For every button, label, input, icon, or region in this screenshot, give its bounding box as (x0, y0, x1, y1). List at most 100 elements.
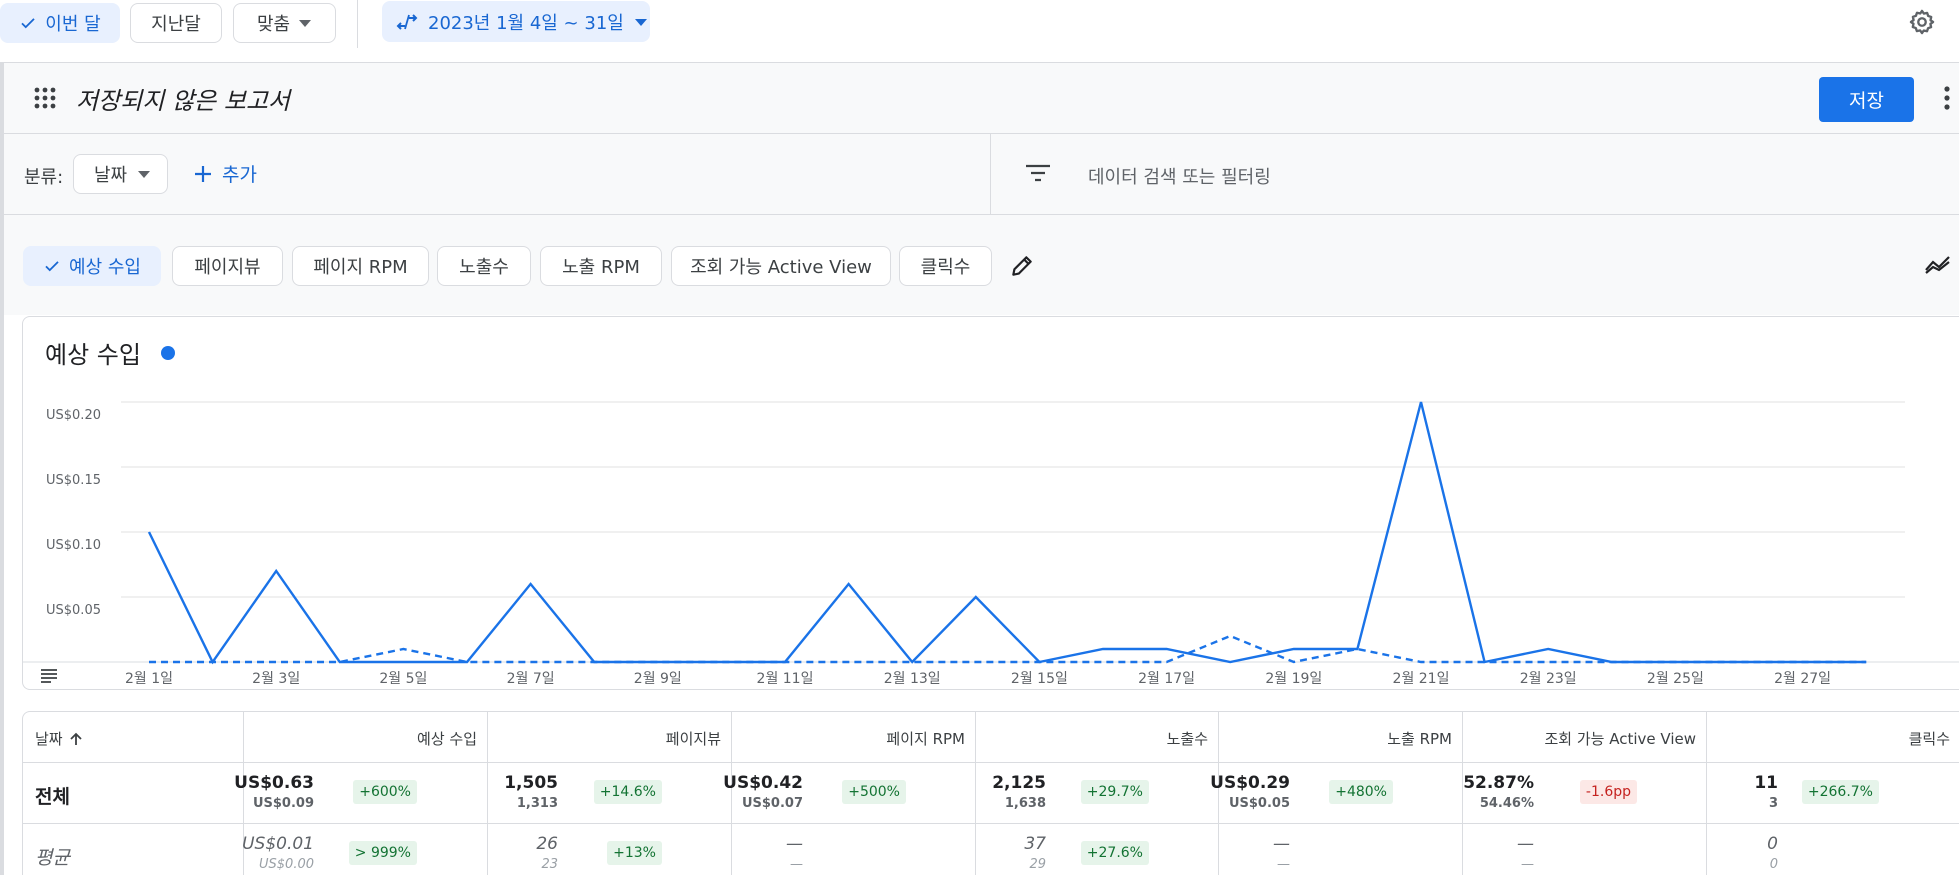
table-cell: 52.87% 54.46% -1.6pp (1463, 763, 1707, 823)
table-cell: 26 23 +13% (488, 824, 732, 875)
filter-bar: 분류: 날짜 추가 데이터 검색 또는 필터링 (4, 134, 1959, 215)
row-label-cell: 전체 (23, 763, 244, 823)
check-icon (21, 18, 35, 29)
column-header-label: 페이지뷰 (666, 728, 721, 749)
x-tick-label: 2월 3일 (252, 671, 300, 687)
metric-chip-impressions[interactable]: 노출수 (437, 246, 531, 286)
x-tick-label: 2월 9일 (634, 671, 682, 687)
date-range-picker[interactable]: 2023년 1월 4일 ~ 31일 (382, 1, 650, 42)
change-badge: +500% (842, 780, 906, 804)
save-button[interactable]: 저장 (1819, 77, 1914, 122)
table-cell: US$0.63 US$0.09 +600% (234, 763, 488, 823)
sort-arrow-up-icon[interactable] (69, 732, 83, 746)
current-value: 52.87% (1463, 773, 1534, 793)
more-vert-icon[interactable] (1942, 85, 1952, 111)
gear-icon[interactable] (1908, 8, 1936, 36)
x-tick-label: 2월 11일 (757, 671, 814, 687)
total-label: 전체 (35, 786, 70, 808)
current-value: — (1273, 834, 1290, 854)
x-tick-label: 2월 23일 (1520, 671, 1577, 687)
metric-chip-label: 조회 가능 Active View (690, 257, 872, 278)
metric-chips-bar: 예상 수입 페이지뷰 페이지 RPM 노출수 노출 RPM 조회 가능 Acti… (4, 215, 1959, 315)
previous-value: US$0.00 (259, 857, 314, 872)
column-header-label: 조회 가능 Active View (1545, 728, 1697, 749)
previous-value: 23 (541, 857, 558, 872)
column-header[interactable]: 날짜 (23, 712, 244, 762)
column-header-label: 예상 수입 (417, 728, 477, 749)
apps-grid-icon[interactable] (34, 87, 56, 109)
column-header-label: 날짜 (35, 728, 83, 749)
column-header[interactable]: 클릭수 (1707, 712, 1959, 762)
metric-chip-label: 페이지 RPM (313, 257, 408, 278)
metric-chip-page-rpm[interactable]: 페이지 RPM (292, 246, 429, 286)
filter-divider (990, 134, 991, 215)
column-header[interactable]: 노출 RPM (1219, 712, 1463, 762)
table-cell: US$0.42 US$0.07 +500% (723, 763, 976, 823)
column-header[interactable]: 페이지뷰 (488, 712, 732, 762)
filter-icon[interactable] (1025, 163, 1051, 183)
compare-trend-icon[interactable] (1924, 253, 1952, 275)
custom-range-label: 맞춤 (256, 14, 291, 35)
current-value: 0 (1767, 834, 1778, 854)
table-cell: 2,125 1,638 +29.7% (976, 763, 1219, 823)
current-value: 1,505 (504, 773, 558, 793)
chart-menu-icon[interactable] (40, 668, 58, 684)
metric-chip-active-view[interactable]: 조회 가능 Active View (671, 246, 891, 286)
metric-chip-label: 노출수 (459, 257, 509, 278)
caret-down-icon (634, 18, 647, 26)
x-tick-label: 2월 25일 (1647, 671, 1704, 687)
current-value: US$0.01 (242, 834, 314, 854)
metric-chip-pageviews[interactable]: 페이지뷰 (172, 246, 283, 286)
metric-chip-estimated-earnings[interactable]: 예상 수입 (23, 246, 161, 286)
breakdown-dropdown[interactable]: 날짜 (73, 154, 168, 194)
table-cell: 1,505 1,313 +14.6% (488, 763, 732, 823)
custom-range-dropdown[interactable]: 맞춤 (233, 3, 336, 43)
search-filter-input[interactable]: 데이터 검색 또는 필터링 (1088, 167, 1271, 188)
table-cell: — — (1463, 824, 1707, 875)
table-cell: 37 29 +27.6% (976, 824, 1219, 875)
column-header[interactable]: 예상 수입 (244, 712, 488, 762)
column-header-text: 조회 가능 Active View (1544, 730, 1697, 748)
caret-down-icon (299, 20, 312, 27)
this-month-chip[interactable]: 이번 달 (0, 3, 120, 43)
previous-value: US$0.09 (252, 796, 314, 811)
x-tick-label: 2월 7일 (507, 671, 555, 687)
breakdown-label: 분류: (24, 167, 64, 188)
current-value: US$0.42 (723, 773, 803, 793)
previous-value: 29 (1029, 857, 1046, 872)
x-tick-label: 2월 13일 (884, 671, 941, 687)
report-title[interactable]: 저장되지 않은 보고서 (76, 87, 290, 115)
last-month-chip[interactable]: 지난달 (130, 3, 222, 43)
last-month-label: 지난달 (151, 14, 201, 35)
breakdown-value: 날짜 (94, 165, 128, 186)
metric-chip-label: 예상 수입 (69, 257, 141, 278)
column-header[interactable]: 조회 가능 Active View (1463, 712, 1707, 762)
current-value: 2,125 (992, 773, 1046, 793)
column-header[interactable]: 페이지 RPM (732, 712, 976, 762)
change-badge: +13% (607, 841, 662, 865)
series-color-dot (161, 346, 175, 360)
table-row-average: 평균 US$0.01 US$0.00 > 999% 26 23 +13% — —37 29 +27.… (23, 824, 1959, 875)
previous-value: 1,313 (516, 796, 558, 811)
column-header-text: 노출수 (1166, 730, 1208, 748)
x-tick-label: 2월 1일 (125, 671, 173, 687)
current-period-series-line (147, 401, 1867, 665)
edit-pencil-icon[interactable] (1009, 253, 1035, 279)
top-toolbar: 이번 달 지난달 맞춤 2023년 1월 4일 ~ 31일 (0, 0, 1959, 63)
caret-down-icon (138, 171, 151, 178)
previous-value: — (790, 857, 803, 872)
x-tick-label: 2월 19일 (1265, 671, 1322, 687)
column-header-text: 노출 RPM (1387, 730, 1452, 748)
current-value: US$0.63 (234, 773, 314, 793)
column-header[interactable]: 노출수 (976, 712, 1219, 762)
previous-value: US$0.07 (741, 796, 803, 811)
table-header-row: 날짜 예상 수입 페이지뷰 페이지 RPM 노출수 노출 RPM 조회 가능 Active … (23, 712, 1959, 763)
add-breakdown-button[interactable]: 추가 (194, 160, 257, 187)
column-header-label: 페이지 RPM (886, 728, 965, 749)
report-table: 날짜 예상 수입 페이지뷰 페이지 RPM 노출수 노출 RPM 조회 가능 Active … (22, 711, 1959, 875)
column-header-label: 노출수 (1167, 728, 1208, 749)
metric-chip-clicks[interactable]: 클릭수 (899, 246, 992, 286)
metric-chip-impression-rpm[interactable]: 노출 RPM (540, 246, 662, 286)
column-header-label: 노출 RPM (1387, 728, 1452, 749)
